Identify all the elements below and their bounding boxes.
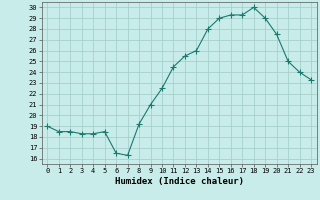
X-axis label: Humidex (Indice chaleur): Humidex (Indice chaleur): [115, 177, 244, 186]
